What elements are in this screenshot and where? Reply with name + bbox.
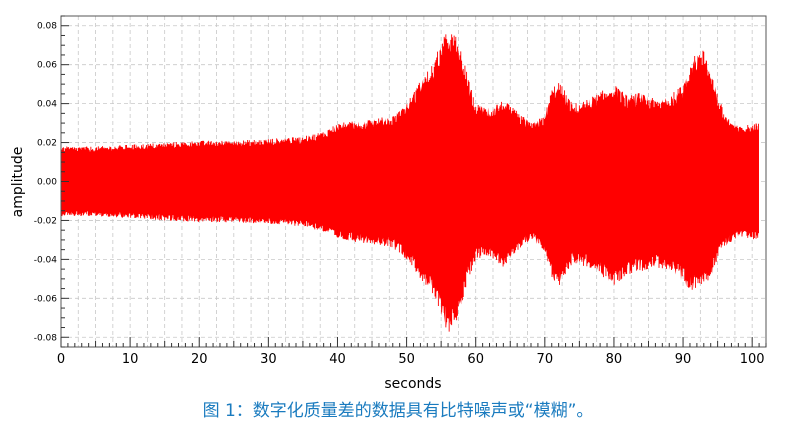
y-tick-label: 0.08 [37,22,57,32]
x-axis-label: seconds [384,376,441,392]
x-tick-label: 60 [467,352,484,367]
x-tick-label: 100 [740,352,765,367]
y-tick-label: -0.08 [34,333,58,343]
x-tick-label: 70 [537,352,554,367]
y-axis: 0.08 0.06 0.04 0.02 0.00 -0.02 -0.04 -0.06 -0.08 [34,15,69,348]
waveform-chart: 0 10 20 30 40 50 60 70 80 90 100 0.080.060.040.020… [10,15,767,392]
y-tick-label: -0.06 [34,294,58,304]
y-tick-label: 0.00 [37,178,57,188]
signal-trace [60,34,759,332]
series-amplitude [60,34,759,332]
grid [60,16,766,347]
x-tick-label: 20 [191,352,208,367]
x-tick-label: 80 [606,352,623,367]
x-tick-label: 90 [675,352,692,367]
x-axis: 0 10 20 30 40 50 60 70 80 90 100 [57,337,767,367]
y-tick-label: -0.04 [34,255,58,265]
x-tick-label: 30 [260,352,277,367]
y-tick-label: -0.02 [34,216,57,226]
y-axis-label: amplitude [10,147,26,218]
y-tick-label: 0.02 [37,139,57,149]
x-tick-label: 50 [398,352,415,367]
x-tick-label: 10 [122,352,139,367]
x-tick-label: 0 [57,352,65,367]
y-tick-label: 0.04 [37,100,57,110]
figure-caption: 图 1：数字化质量差的数据具有比特噪声或“模糊”。 [202,401,594,421]
y-tick-label: 0.06 [37,61,57,71]
x-tick-label: 40 [329,352,346,367]
